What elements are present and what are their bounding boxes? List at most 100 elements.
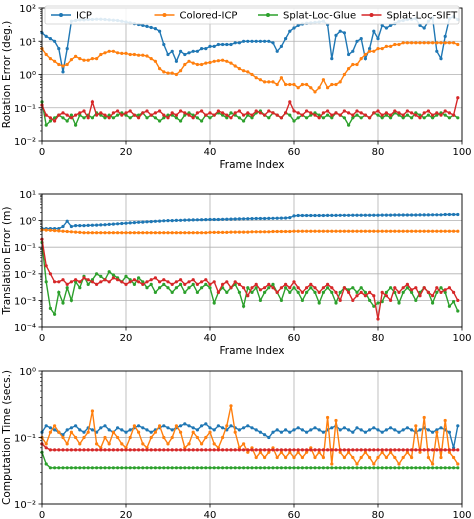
data-point [145,231,149,235]
data-point [342,455,346,460]
data-point [90,116,94,120]
data-point [258,288,262,292]
y-tick-label: 10⁻¹ [14,434,36,445]
data-point [384,113,388,117]
data-point [250,230,254,234]
data-point [78,428,82,432]
data-point [86,448,90,452]
data-point [48,119,53,123]
data-point [162,231,166,235]
data-point [288,450,292,454]
data-point [300,113,304,117]
data-point [111,430,115,434]
data-point [225,448,229,452]
data-point [132,52,136,57]
data-point [86,223,90,227]
data-point [44,52,48,57]
data-point [321,78,325,82]
y-tick-label: 10⁻¹ [14,104,36,115]
data-point [120,231,124,235]
data-point [263,448,267,452]
data-point [250,286,254,290]
data-point [103,113,107,117]
data-point [355,229,359,233]
data-point [351,430,355,434]
data-point [90,100,94,104]
data-point [414,229,418,233]
data-point [284,82,288,87]
series-line [42,213,458,230]
data-point [69,426,73,430]
data-point [237,448,241,452]
data-point [179,278,183,282]
data-point [65,229,69,234]
data-point [397,229,401,233]
data-point [384,294,388,298]
data-point [309,113,313,117]
data-point [250,466,254,470]
data-point [397,462,401,466]
data-point [355,462,359,466]
data-point [128,466,132,470]
data-point [183,218,187,222]
data-point [162,466,166,470]
data-point [363,213,367,217]
data-point [456,42,460,47]
data-point [355,213,359,217]
data-point [389,44,393,49]
legend-marker [369,13,374,17]
data-point [435,290,439,294]
data-point [376,466,380,470]
data-point [393,448,397,452]
data-point [443,290,447,294]
data-point [145,220,149,224]
data-point [103,116,107,120]
data-point [368,47,372,51]
data-point [149,435,153,440]
data-point [229,230,233,234]
data-point [275,49,279,53]
data-point [393,213,397,217]
data-point [44,462,48,466]
data-point [179,466,183,470]
data-point [254,428,258,432]
x-axis-label: Frame Index [220,345,285,357]
data-point [300,448,304,452]
data-point [141,280,145,284]
data-point [78,230,82,234]
data-point [82,116,86,120]
data-point [162,278,166,282]
data-point [153,111,157,115]
data-point [292,26,296,30]
data-point [170,111,174,115]
data-point [74,424,78,428]
data-point [74,230,78,234]
data-point [376,448,380,452]
data-point [212,428,216,432]
data-point [263,466,267,470]
data-point [279,448,283,452]
data-point [414,111,418,115]
data-point [124,51,128,56]
data-point [418,116,422,120]
data-point [351,113,355,117]
data-point [389,229,393,233]
data-point [401,113,405,117]
data-point [439,448,443,452]
data-point [53,448,57,452]
data-point [82,435,86,440]
data-point [179,282,183,286]
data-point [321,430,325,434]
series-line [41,42,459,93]
data-point [376,317,380,321]
data-point [275,216,279,220]
series-icp [40,212,460,231]
data-point [292,229,296,233]
data-point [284,448,288,452]
data-point [187,286,191,290]
data-point [99,280,103,284]
data-point [447,41,451,45]
data-point [397,290,401,294]
data-point [355,62,359,67]
data-point [443,288,447,292]
